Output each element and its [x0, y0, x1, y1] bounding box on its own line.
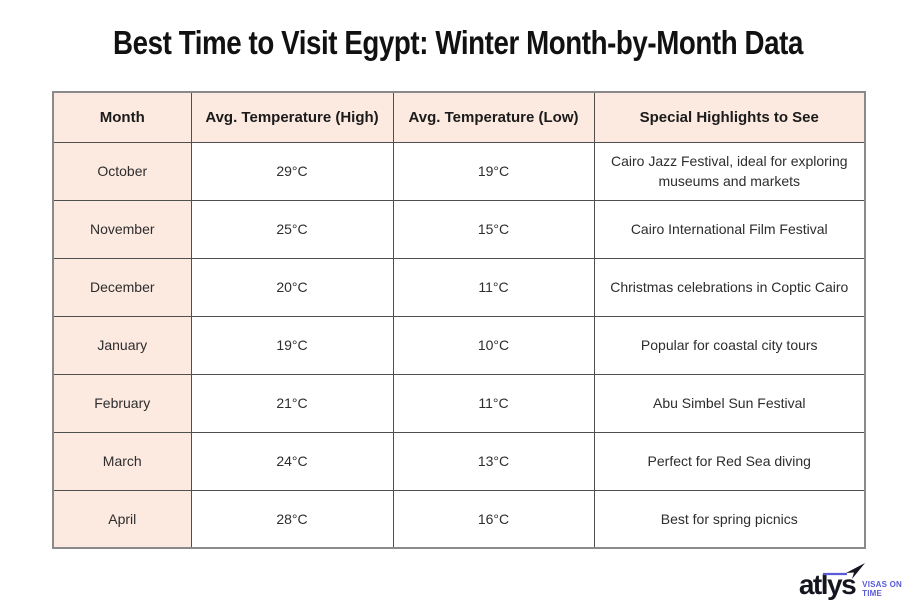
column-header-avg-low: Avg. Temperature (Low) — [392, 91, 595, 143]
column-header-highlights: Special Highlights to See — [593, 91, 866, 143]
cell-month: December — [52, 257, 192, 317]
cell-avg-high: 25°C — [190, 199, 394, 259]
cell-month: October — [52, 141, 192, 201]
brand-wordmark-wrap: atlys — [798, 562, 866, 600]
cell-avg-low: 15°C — [392, 199, 595, 259]
cell-month: November — [52, 199, 192, 259]
cell-highlight: Cairo Jazz Festival, ideal for exploring… — [593, 141, 866, 201]
table-row-april: April 28°C 16°C Best for spring picnics — [52, 489, 866, 549]
table-row-january: January 19°C 10°C Popular for coastal ci… — [52, 315, 866, 375]
cell-avg-high: 21°C — [190, 373, 394, 433]
cell-highlight: Christmas celebrations in Coptic Cairo — [593, 257, 866, 317]
cell-month: January — [52, 315, 192, 375]
cell-highlight: Popular for coastal city tours — [593, 315, 866, 375]
table-row-march: March 24°C 13°C Perfect for Red Sea divi… — [52, 431, 866, 491]
cell-avg-high: 28°C — [190, 489, 394, 549]
cell-avg-low: 13°C — [392, 431, 595, 491]
cell-avg-low: 10°C — [392, 315, 595, 375]
cell-month: February — [52, 373, 192, 433]
cell-month: March — [52, 431, 192, 491]
brand-tagline-line2: TIME — [862, 589, 883, 599]
column-header-month: Month — [52, 91, 192, 143]
cell-highlight: Perfect for Red Sea diving — [593, 431, 866, 491]
cell-avg-high: 24°C — [190, 431, 394, 491]
table-row-december: December 20°C 11°C Christmas celebration… — [52, 257, 866, 317]
cell-avg-low: 19°C — [392, 141, 595, 201]
egypt-weather-table: Month Avg. Temperature (High) Avg. Tempe… — [52, 91, 866, 549]
table-row-october: October 29°C 19°C Cairo Jazz Festival, i… — [52, 141, 866, 201]
cell-avg-low: 11°C — [392, 257, 595, 317]
cell-highlight: Cairo International Film Festival — [593, 199, 866, 259]
cell-avg-low: 11°C — [392, 373, 595, 433]
cell-avg-high: 19°C — [190, 315, 394, 375]
cell-avg-high: 20°C — [190, 257, 394, 317]
page-title: Best Time to Visit Egypt: Winter Month-b… — [113, 24, 803, 61]
brand-tagline-line1: VISAS ON — [862, 579, 902, 589]
plane-trail-icon — [823, 562, 866, 579]
table-header-row: Month Avg. Temperature (High) Avg. Tempe… — [52, 91, 866, 143]
table-row-november: November 25°C 15°C Cairo International F… — [52, 199, 866, 259]
table-row-february: February 21°C 11°C Abu Simbel Sun Festiv… — [52, 373, 866, 433]
atlys-logo: atlys VISAS ON TIME — [798, 562, 902, 600]
brand-wordmark: atlys — [798, 568, 857, 600]
cell-highlight: Best for spring picnics — [593, 489, 866, 549]
column-header-avg-high: Avg. Temperature (High) — [190, 91, 394, 143]
brand-tagline: VISAS ON TIME — [862, 580, 902, 599]
cell-avg-high: 29°C — [190, 141, 394, 201]
cell-avg-low: 16°C — [392, 489, 595, 549]
cell-highlight: Abu Simbel Sun Festival — [593, 373, 866, 433]
cell-month: April — [52, 489, 192, 549]
